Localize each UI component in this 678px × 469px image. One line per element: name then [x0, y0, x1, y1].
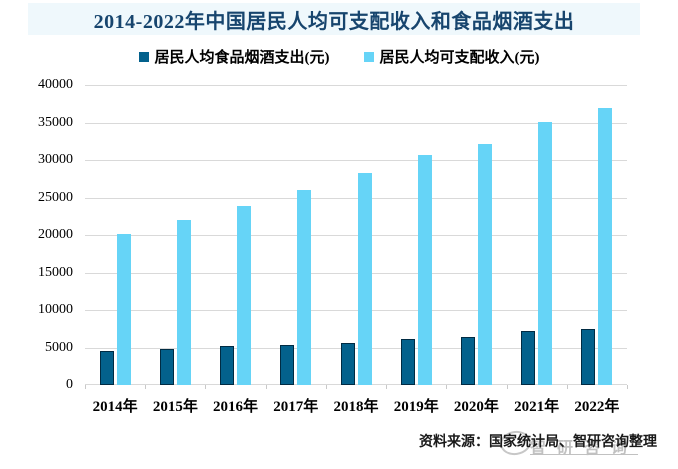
x-axis-label-2019年: 2019年 — [393, 399, 439, 415]
y-axis-tick-label: 25000 — [38, 189, 73, 205]
bar-income-2019年 — [417, 154, 432, 385]
gridline — [85, 235, 627, 236]
data-source-text: 资料来源：国家统计局、智研咨询整理 — [419, 435, 657, 450]
bar-income-2021年 — [538, 121, 553, 385]
y-axis-tick-label: 40000 — [38, 77, 73, 92]
x-axis-label-2015年: 2015年 — [152, 399, 198, 415]
bar-income-2018年 — [357, 173, 372, 385]
x-axis-label-2021年: 2021年 — [514, 399, 560, 415]
x-axis-tick — [627, 385, 628, 389]
bar-income-2014年 — [116, 233, 131, 385]
y-axis-tick-label: 15000 — [38, 264, 73, 280]
bar-income-2016年 — [237, 206, 252, 385]
y-axis-tick-label: 10000 — [38, 302, 73, 317]
bar-food-2018年 — [340, 342, 355, 385]
gridline — [85, 85, 627, 86]
y-axis-tick-label: 0 — [66, 377, 73, 392]
bar-food-2017年 — [280, 344, 295, 385]
gridline — [85, 197, 627, 199]
x-axis-tick — [145, 385, 147, 389]
bar-food-2016年 — [220, 346, 235, 385]
gridline — [85, 347, 627, 349]
gridline — [85, 310, 627, 311]
bar-food-2015年 — [159, 348, 174, 385]
bar-income-2022年 — [598, 108, 613, 385]
legend: 居民人均食品烟酒支出(元) 居民人均可支配收入(元) — [0, 46, 678, 67]
x-axis-label-2016年: 2016年 — [213, 399, 259, 415]
gridline — [85, 160, 627, 161]
x-axis-tick — [506, 385, 508, 389]
gridline — [85, 384, 627, 385]
title-band: 2014-2022年中国居民人均可支配收入和食品烟酒支出 — [28, 3, 640, 35]
disposable-income-swatch-icon — [363, 51, 374, 62]
y-axis-tick-labels: 0 5000 10000 15000 20000 25000 30000 35000 40000 — [0, 77, 73, 392]
bar-income-2015年 — [176, 220, 191, 385]
x-axis-label-2014年: 2014年 — [92, 399, 138, 415]
x-axis-label-2022年: 2022年 — [574, 399, 620, 415]
food-expenditure-swatch-icon — [138, 51, 149, 62]
bar-food-2020年 — [460, 337, 475, 385]
legend-label-food-expenditure: 居民人均食品烟酒支出(元) — [154, 50, 330, 66]
plot-area: 2014年 2015年 2016年 2017年 2018年 2019年 2020年 2021年… — [85, 85, 628, 415]
x-axis-tick — [265, 385, 267, 389]
bar-income-2020年 — [477, 143, 492, 385]
x-axis-label-2020年: 2020年 — [453, 399, 499, 415]
bar-food-2021年 — [521, 331, 536, 385]
bar-food-2022年 — [581, 328, 596, 385]
y-axis-tick-label: 35000 — [38, 114, 73, 130]
gridline — [85, 272, 627, 274]
watermark: 智研咨询 — [498, 427, 663, 459]
x-axis-tick — [446, 385, 448, 389]
x-axis-tick — [205, 385, 207, 389]
legend-label-disposable-income: 居民人均可支配收入(元) — [379, 50, 540, 66]
y-axis-tick-label: 20000 — [38, 227, 73, 242]
x-axis-tick — [325, 385, 327, 389]
bar-food-2014年 — [99, 351, 114, 385]
x-axis-tick — [386, 385, 388, 389]
watermark-text: 智研咨询 — [530, 440, 639, 457]
gridline — [85, 122, 627, 124]
bar-food-2019年 — [400, 339, 415, 385]
legend-item-disposable-income: 居民人均可支配收入(元) — [363, 46, 540, 67]
x-axis-label-2017年: 2017年 — [273, 399, 319, 415]
bar-income-2017年 — [297, 190, 312, 385]
x-axis-tick — [85, 385, 86, 389]
x-axis-tick — [566, 385, 568, 389]
y-axis-tick-label: 5000 — [45, 339, 73, 355]
chart-title: 2014-2022年中国居民人均可支配收入和食品烟酒支出 — [93, 10, 575, 33]
y-axis-tick-label: 30000 — [38, 152, 73, 167]
x-axis-label-2018年: 2018年 — [333, 399, 379, 415]
legend-item-food-expenditure: 居民人均食品烟酒支出(元) — [138, 46, 330, 67]
